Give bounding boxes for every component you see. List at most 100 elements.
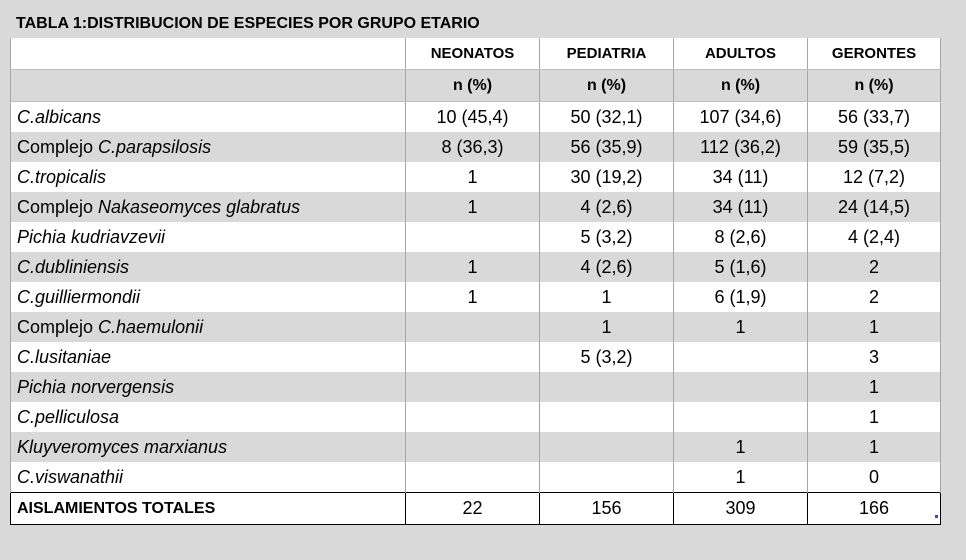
total-value-neonatos: 22 [405,492,540,525]
total-row: AISLAMIENTOS TOTALES 22 156 309 166 [10,492,941,525]
value-cell-gerontes: 24 (14,5) [807,192,941,222]
table-row: C.dubliniensis 1 4 (2,6) 5 (1,6) 2 [10,252,941,282]
value-cell-pediatria: 5 (3,2) [539,342,674,372]
value-cell-adultos [673,372,808,402]
species-name-cell: Complejo Nakaseomyces glabratus [10,192,406,222]
species-name-cell: C.lusitaniae [10,342,406,372]
value-cell-neonatos: 1 [405,162,540,192]
species-name: Pichia norvergensis [17,376,175,397]
value-cell-pediatria [539,372,674,402]
table-row: C.guilliermondii 1 1 6 (1,9) 2 [10,282,941,312]
value-cell-adultos: 6 (1,9) [673,282,808,312]
value-cell-pediatria: 1 [539,282,674,312]
species-name: Kluyveromyces marxianus [17,436,228,457]
species-name-cell: C.tropicalis [10,162,406,192]
species-prefix: Complejo [17,316,99,337]
species-name: C.tropicalis [17,166,107,187]
species-name: C.lusitaniae [17,346,112,367]
table-row: C.albicans 10 (45,4) 50 (32,1) 107 (34,6) 56… [10,101,941,132]
table-row: Complejo Nakaseomyces glabratus 1 4 (2,6) 3… [10,192,941,222]
table-row: C.viswanathii 1 0 [10,462,941,493]
species-name-cell: C.pelliculosa [10,402,406,432]
total-value-gerontes: 166 [807,492,941,525]
value-cell-gerontes: 56 (33,7) [807,101,941,132]
table-row: C.tropicalis 1 30 (19,2) 34 (11) 12 (7,2) [10,162,941,192]
value-cell-gerontes: 12 (7,2) [807,162,941,192]
value-cell-gerontes: 4 (2,4) [807,222,941,252]
value-cell-adultos: 5 (1,6) [673,252,808,282]
value-cell-neonatos [405,342,540,372]
species-rows: C.albicans 10 (45,4) 50 (32,1) 107 (34,6) 56… [10,101,941,493]
subheader-cell: n (%) [405,69,540,102]
species-name-cell: Complejo C.haemulonii [10,312,406,342]
value-cell-neonatos [405,462,540,493]
species-name: C.parapsilosis [98,136,212,157]
species-name-cell: Pichia norvergensis [10,372,406,402]
species-name-cell: C.guilliermondii [10,282,406,312]
value-cell-neonatos: 8 (36,3) [405,132,540,162]
value-cell-adultos [673,402,808,432]
species-name-cell: C.dubliniensis [10,252,406,282]
value-cell-gerontes: 59 (35,5) [807,132,941,162]
value-cell-pediatria [539,402,674,432]
species-name: C.albicans [17,106,102,127]
value-cell-adultos: 34 (11) [673,162,808,192]
value-cell-pediatria: 5 (3,2) [539,222,674,252]
value-cell-pediatria: 4 (2,6) [539,192,674,222]
cell-marker [935,515,938,518]
subheader-blank-cell [10,69,406,102]
value-cell-neonatos [405,402,540,432]
column-header-adultos: ADULTOS [673,38,808,70]
value-cell-pediatria: 56 (35,9) [539,132,674,162]
value-cell-adultos: 34 (11) [673,192,808,222]
species-name: Pichia kudriavzevii [17,226,166,247]
column-header-gerontes: GERONTES [807,38,941,70]
value-cell-neonatos [405,432,540,462]
column-header-row: NEONATOS PEDIATRIA ADULTOS GERONTES [10,38,941,70]
value-cell-gerontes: 1 [807,372,941,402]
value-cell-neonatos [405,372,540,402]
subheader-cell: n (%) [673,69,808,102]
species-name: C.haemulonii [98,316,204,337]
species-name: C.viswanathii [17,466,124,487]
total-label: AISLAMIENTOS TOTALES [10,492,406,525]
value-cell-gerontes: 0 [807,462,941,493]
table-row: Kluyveromyces marxianus 1 1 [10,432,941,462]
species-name: C.guilliermondii [17,286,141,307]
value-cell-gerontes: 1 [807,432,941,462]
value-cell-gerontes: 1 [807,312,941,342]
value-cell-gerontes: 3 [807,342,941,372]
total-value-adultos: 309 [673,492,808,525]
table-title: TABLA 1:DISTRIBUCION DE ESPECIES POR GRU… [10,10,940,38]
column-header-pediatria: PEDIATRIA [539,38,674,70]
value-cell-neonatos: 10 (45,4) [405,101,540,132]
header-blank-cell [10,38,406,70]
table-row: Complejo C.parapsilosis 8 (36,3) 56 (35,9)… [10,132,941,162]
value-cell-pediatria: 1 [539,312,674,342]
species-name-cell: Kluyveromyces marxianus [10,432,406,462]
species-name-cell: C.albicans [10,101,406,132]
value-cell-adultos: 112 (36,2) [673,132,808,162]
value-cell-gerontes: 2 [807,252,941,282]
species-distribution-table: NEONATOS PEDIATRIA ADULTOS GERONTES n (%… [10,38,941,525]
value-cell-neonatos: 1 [405,282,540,312]
value-cell-pediatria: 50 (32,1) [539,101,674,132]
value-cell-gerontes: 2 [807,282,941,312]
value-cell-gerontes: 1 [807,402,941,432]
species-name: C.pelliculosa [17,406,120,427]
species-name: Nakaseomyces glabratus [98,196,301,217]
value-cell-neonatos [405,312,540,342]
value-cell-neonatos [405,222,540,252]
value-cell-adultos [673,342,808,372]
value-cell-pediatria: 4 (2,6) [539,252,674,282]
species-prefix: Complejo [17,136,99,157]
table-row: Complejo C.haemulonii 1 1 1 [10,312,941,342]
column-header-neonatos: NEONATOS [405,38,540,70]
table-row: Pichia kudriavzevii 5 (3,2) 8 (2,6) 4 (2,4) [10,222,941,252]
value-cell-neonatos: 1 [405,192,540,222]
table-row: C.pelliculosa 1 [10,402,941,432]
subheader-cell: n (%) [807,69,941,102]
value-cell-pediatria: 30 (19,2) [539,162,674,192]
species-name-cell: Complejo C.parapsilosis [10,132,406,162]
